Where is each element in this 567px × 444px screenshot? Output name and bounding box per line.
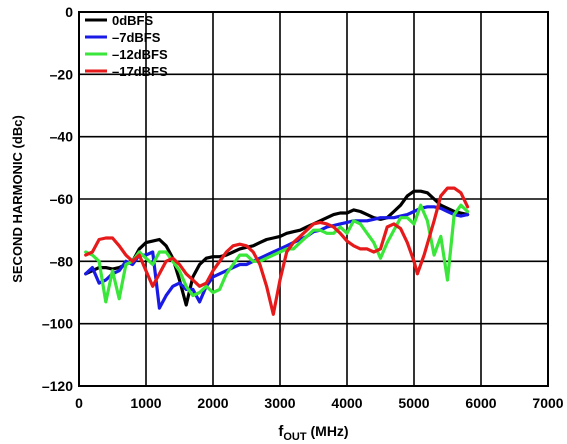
- y-tick-label: 0: [65, 4, 73, 20]
- y-tick-label: –80: [50, 253, 74, 269]
- series-line: [84, 186, 470, 316]
- x-axis-label: fOUT (MHz): [278, 423, 348, 443]
- x-tick-label: 4000: [331, 395, 362, 411]
- y-tick-labels: 0 –20 –40 –60 –80 –100 –120: [42, 4, 73, 394]
- legend-label-17dbfs: –17dBFS: [112, 64, 168, 79]
- x-axis-label-main: f: [278, 423, 284, 440]
- x-tick-labels: 0 1000 2000 3000 4000 5000 6000 7000: [75, 395, 564, 411]
- x-tick-label: 0: [75, 395, 83, 411]
- legend-label-12dbfs: –12dBFS: [112, 47, 168, 62]
- x-axis-label-unit: (MHz): [307, 423, 349, 439]
- x-tick-label: 7000: [532, 395, 563, 411]
- y-axis-label: SECOND HARMONIC (dBc): [10, 115, 25, 283]
- legend-label-0dbfs: 0dBFS: [112, 13, 154, 28]
- series-line: [84, 205, 470, 310]
- y-tick-label: –100: [42, 316, 73, 332]
- series-line: [84, 203, 470, 304]
- legend: 0dBFS –7dBFS –12dBFS –17dBFS: [85, 13, 168, 79]
- gridlines: [78, 11, 549, 387]
- legend-label-7dbfs: –7dBFS: [112, 30, 161, 45]
- x-tick-label: 5000: [398, 395, 429, 411]
- y-tick-label: –40: [50, 129, 74, 145]
- y-tick-label: –120: [42, 378, 73, 394]
- series-lines: [84, 186, 470, 316]
- plot-frame: [78, 11, 549, 387]
- x-tick-label: 3000: [264, 395, 295, 411]
- x-tick-label: 1000: [130, 395, 161, 411]
- x-axis-label-sub: OUT: [283, 431, 307, 443]
- x-tick-label: 2000: [197, 395, 228, 411]
- y-tick-label: –60: [50, 191, 74, 207]
- y-tick-label: –20: [50, 66, 74, 82]
- x-tick-label: 6000: [465, 395, 496, 411]
- series-line: [84, 189, 470, 307]
